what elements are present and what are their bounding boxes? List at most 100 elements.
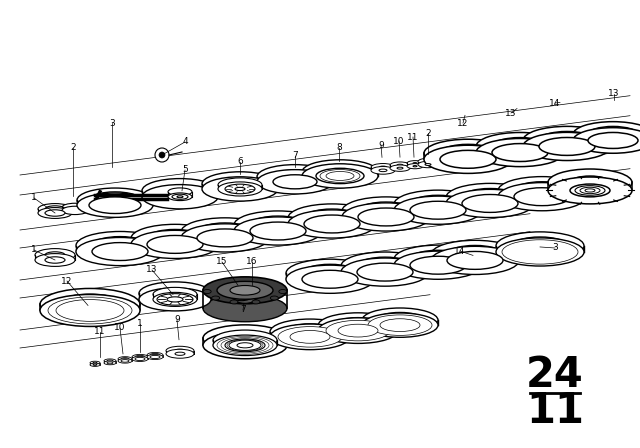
Ellipse shape <box>333 323 383 339</box>
Ellipse shape <box>142 179 218 203</box>
Ellipse shape <box>362 308 438 332</box>
Ellipse shape <box>121 360 129 362</box>
Ellipse shape <box>150 353 160 357</box>
Ellipse shape <box>424 145 512 173</box>
Ellipse shape <box>135 358 145 361</box>
Ellipse shape <box>232 293 252 301</box>
Ellipse shape <box>357 257 413 275</box>
Ellipse shape <box>424 139 512 168</box>
Ellipse shape <box>512 237 568 255</box>
Ellipse shape <box>476 133 564 161</box>
Ellipse shape <box>257 164 333 189</box>
Ellipse shape <box>153 293 197 306</box>
Ellipse shape <box>318 313 398 338</box>
Ellipse shape <box>230 285 260 295</box>
Ellipse shape <box>89 197 141 214</box>
Ellipse shape <box>440 144 496 162</box>
Ellipse shape <box>181 224 269 252</box>
Ellipse shape <box>45 252 65 258</box>
Ellipse shape <box>390 165 410 171</box>
Ellipse shape <box>316 168 364 184</box>
Ellipse shape <box>270 296 278 300</box>
Ellipse shape <box>288 210 376 238</box>
Text: 14: 14 <box>454 246 466 255</box>
Ellipse shape <box>358 208 414 226</box>
Ellipse shape <box>257 170 333 194</box>
Ellipse shape <box>217 281 273 299</box>
Ellipse shape <box>539 138 595 155</box>
Ellipse shape <box>166 346 194 355</box>
Ellipse shape <box>89 192 141 208</box>
Ellipse shape <box>174 195 186 198</box>
Ellipse shape <box>446 183 534 211</box>
Ellipse shape <box>76 237 164 266</box>
Text: 7: 7 <box>240 306 246 314</box>
Ellipse shape <box>376 318 424 333</box>
Ellipse shape <box>77 188 153 212</box>
Ellipse shape <box>326 172 354 181</box>
Ellipse shape <box>107 362 113 364</box>
Ellipse shape <box>40 289 140 320</box>
Ellipse shape <box>150 355 160 358</box>
Text: 12: 12 <box>61 276 73 285</box>
Ellipse shape <box>203 277 287 304</box>
Ellipse shape <box>90 363 100 366</box>
Ellipse shape <box>203 295 287 322</box>
Ellipse shape <box>316 164 364 180</box>
Ellipse shape <box>286 265 374 293</box>
Ellipse shape <box>142 185 218 209</box>
Ellipse shape <box>92 237 148 254</box>
Ellipse shape <box>580 187 600 194</box>
Ellipse shape <box>235 187 245 190</box>
Ellipse shape <box>447 251 503 269</box>
Ellipse shape <box>45 257 65 263</box>
Ellipse shape <box>77 193 153 217</box>
Ellipse shape <box>270 324 350 349</box>
Text: 11: 11 <box>407 133 419 142</box>
Ellipse shape <box>104 361 116 365</box>
Ellipse shape <box>203 289 211 293</box>
Text: 16: 16 <box>246 258 258 267</box>
Ellipse shape <box>212 296 220 300</box>
Ellipse shape <box>139 282 211 305</box>
Ellipse shape <box>285 324 335 340</box>
Ellipse shape <box>233 341 257 349</box>
Ellipse shape <box>379 166 387 168</box>
Text: 4: 4 <box>182 138 188 146</box>
Ellipse shape <box>45 206 65 212</box>
Text: 1: 1 <box>31 194 37 202</box>
Ellipse shape <box>492 144 548 162</box>
Ellipse shape <box>462 194 518 212</box>
Ellipse shape <box>175 349 185 352</box>
Ellipse shape <box>279 289 287 293</box>
Ellipse shape <box>397 164 403 166</box>
Ellipse shape <box>234 217 322 245</box>
Ellipse shape <box>318 318 398 344</box>
Ellipse shape <box>181 218 269 246</box>
Ellipse shape <box>107 360 113 362</box>
Ellipse shape <box>304 215 360 233</box>
Ellipse shape <box>357 263 413 281</box>
Ellipse shape <box>153 287 197 302</box>
Ellipse shape <box>341 252 429 280</box>
Ellipse shape <box>431 240 519 268</box>
Ellipse shape <box>394 251 482 279</box>
Ellipse shape <box>166 349 194 358</box>
Ellipse shape <box>235 295 255 303</box>
Ellipse shape <box>240 286 260 294</box>
Ellipse shape <box>397 167 403 169</box>
Ellipse shape <box>135 355 145 358</box>
Ellipse shape <box>413 163 417 164</box>
Ellipse shape <box>218 178 262 192</box>
Ellipse shape <box>165 296 185 302</box>
Ellipse shape <box>342 197 430 225</box>
Text: 1: 1 <box>31 246 37 254</box>
Ellipse shape <box>341 258 429 286</box>
Ellipse shape <box>131 230 219 258</box>
Ellipse shape <box>588 126 638 142</box>
Text: 11: 11 <box>526 390 584 432</box>
Text: 1: 1 <box>137 319 143 328</box>
Ellipse shape <box>177 196 183 198</box>
Text: 9: 9 <box>174 315 180 324</box>
Ellipse shape <box>418 158 438 165</box>
